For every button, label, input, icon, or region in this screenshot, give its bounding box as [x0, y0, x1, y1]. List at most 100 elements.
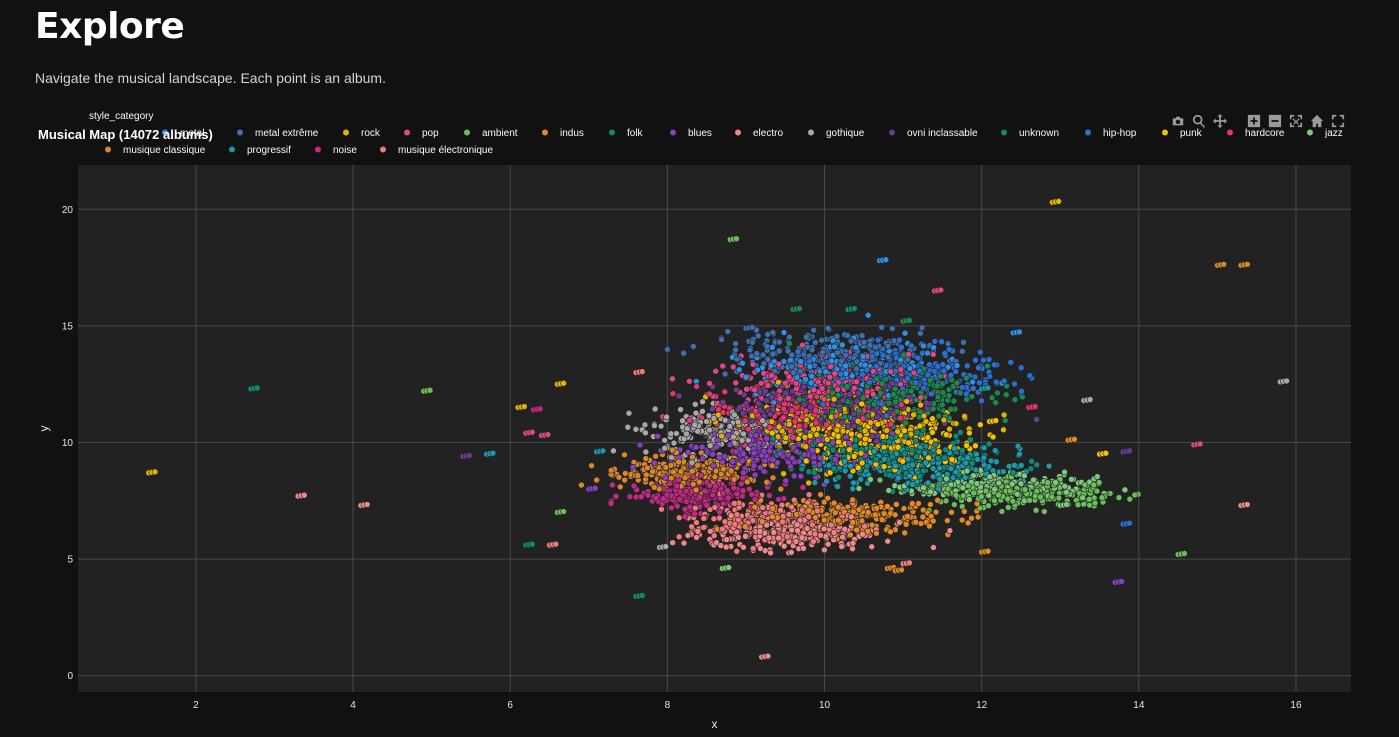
data-point[interactable] [834, 433, 842, 440]
data-point[interactable] [489, 449, 497, 457]
data-point[interactable] [791, 418, 799, 425]
data-point[interactable] [754, 366, 762, 374]
data-point[interactable] [1086, 396, 1094, 403]
data-point[interactable] [1026, 497, 1033, 504]
data-point[interactable] [990, 361, 998, 369]
data-point[interactable] [885, 399, 893, 407]
data-point[interactable] [615, 473, 623, 481]
data-point[interactable] [780, 414, 787, 421]
data-point[interactable] [903, 397, 911, 405]
data-point[interactable] [1283, 377, 1290, 385]
data-point[interactable] [970, 472, 977, 479]
data-point[interactable] [755, 439, 763, 447]
data-point[interactable] [820, 395, 828, 403]
data-point[interactable] [719, 525, 726, 533]
data-point[interactable] [810, 538, 817, 545]
data-point[interactable] [1243, 261, 1251, 268]
data-point[interactable] [724, 328, 732, 335]
data-point[interactable] [768, 462, 776, 470]
data-point[interactable] [799, 413, 806, 421]
data-point[interactable] [943, 431, 950, 438]
data-point[interactable] [953, 379, 961, 387]
data-point[interactable] [634, 472, 642, 479]
data-point[interactable] [959, 447, 966, 454]
data-point[interactable] [870, 400, 878, 408]
data-point[interactable] [756, 528, 764, 535]
data-point[interactable] [846, 472, 854, 480]
data-point[interactable] [642, 429, 649, 437]
data-point[interactable] [895, 474, 902, 482]
data-point[interactable] [964, 482, 972, 489]
data-point[interactable] [982, 487, 990, 495]
data-point[interactable] [1081, 481, 1089, 489]
data-point[interactable] [869, 390, 877, 398]
data-point[interactable] [857, 475, 865, 483]
data-point[interactable] [775, 347, 783, 355]
data-point[interactable] [835, 516, 842, 524]
data-point[interactable] [714, 436, 722, 444]
data-point[interactable] [719, 398, 727, 406]
data-point[interactable] [740, 469, 747, 477]
data-point[interactable] [902, 433, 910, 440]
data-point[interactable] [788, 363, 796, 370]
data-point[interactable] [935, 412, 943, 420]
data-point[interactable] [898, 344, 905, 351]
scatter-points[interactable] [145, 198, 1290, 661]
data-point[interactable] [874, 420, 882, 428]
data-point[interactable] [944, 340, 952, 347]
data-point[interactable] [972, 442, 979, 450]
data-point[interactable] [810, 386, 818, 394]
data-point[interactable] [609, 481, 616, 489]
data-point[interactable] [872, 343, 879, 351]
data-point[interactable] [992, 417, 1000, 424]
data-point[interactable] [932, 441, 939, 448]
data-point[interactable] [947, 405, 955, 413]
data-point[interactable] [779, 518, 786, 526]
data-point[interactable] [952, 468, 960, 476]
data-point[interactable] [750, 449, 758, 457]
data-point[interactable] [681, 505, 689, 513]
data-point[interactable] [926, 522, 933, 530]
data-point[interactable] [785, 511, 793, 518]
data-point[interactable] [811, 530, 819, 538]
data-point[interactable] [835, 473, 842, 481]
data-point[interactable] [901, 329, 909, 337]
data-point[interactable] [951, 445, 958, 452]
data-point[interactable] [762, 397, 770, 404]
data-point[interactable] [811, 479, 819, 486]
data-point[interactable] [782, 477, 790, 485]
data-point[interactable] [991, 497, 998, 504]
data-point[interactable] [854, 417, 862, 425]
data-point[interactable] [766, 447, 774, 455]
data-point[interactable] [922, 399, 930, 407]
data-point[interactable] [733, 547, 741, 555]
data-point[interactable] [820, 516, 828, 524]
data-point[interactable] [820, 525, 828, 533]
data-point[interactable] [743, 400, 750, 407]
data-point[interactable] [952, 432, 960, 440]
data-point[interactable] [839, 397, 847, 404]
data-point[interactable] [928, 390, 935, 398]
data-point[interactable] [1009, 497, 1017, 505]
data-point[interactable] [732, 340, 739, 347]
data-point[interactable] [776, 395, 784, 402]
data-point[interactable] [797, 367, 804, 375]
data-point[interactable] [1131, 491, 1139, 499]
data-point[interactable] [870, 448, 878, 455]
data-point[interactable] [847, 531, 854, 539]
data-point[interactable] [920, 467, 927, 475]
data-point[interactable] [887, 368, 895, 375]
data-point[interactable] [879, 380, 886, 388]
data-point[interactable] [883, 427, 891, 434]
data-point[interactable] [789, 434, 797, 441]
data-point[interactable] [922, 418, 930, 425]
data-point[interactable] [984, 384, 992, 392]
data-point[interactable] [929, 517, 937, 525]
data-point[interactable] [920, 484, 927, 492]
data-point[interactable] [935, 485, 942, 493]
data-point[interactable] [632, 426, 640, 433]
data-point[interactable] [521, 403, 528, 410]
data-point[interactable] [843, 383, 851, 390]
data-point[interactable] [785, 420, 793, 428]
data-point[interactable] [713, 443, 721, 451]
